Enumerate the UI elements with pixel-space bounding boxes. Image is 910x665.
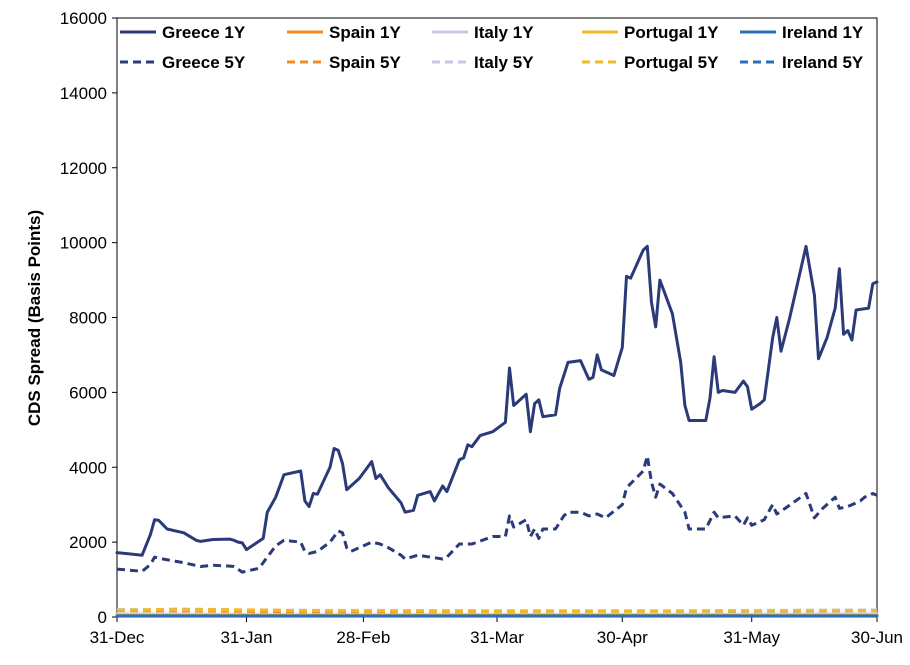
series-line-greece-5y	[116, 454, 878, 574]
x-tick-label: 30-Jun	[851, 628, 903, 647]
y-tick-label: 10000	[60, 234, 107, 253]
y-axis-title: CDS Spread (Basis Points)	[25, 210, 44, 426]
series-line-portugal-5y	[116, 607, 878, 613]
y-tick-label: 14000	[60, 84, 107, 103]
y-tick-label: 2000	[69, 533, 107, 552]
axes: 0 2000 4000 6000 8000 10000 12000 14000 16000 31-…	[60, 9, 903, 647]
x-tick-label: 31-May	[723, 628, 780, 647]
x-tick-label: 31-Dec	[90, 628, 145, 647]
y-tick-label: 4000	[69, 458, 107, 477]
y-tick-label: 12000	[60, 159, 107, 178]
series-line-greece-1y	[115, 244, 879, 557]
y-tick-label: 8000	[69, 309, 107, 328]
series-lines	[115, 244, 879, 618]
legend-label-italy-1y: Italy 1Y	[474, 23, 534, 42]
legend-label-spain-1y: Spain 1Y	[329, 23, 401, 42]
legend-label-portugal-5y: Portugal 5Y	[624, 53, 719, 72]
y-tick-label: 16000	[60, 9, 107, 28]
x-tick-label: 31-Jan	[220, 628, 272, 647]
x-tick-label: 30-Apr	[597, 628, 648, 647]
legend-label-ireland-5y: Ireland 5Y	[782, 53, 864, 72]
x-tick-label: 28-Feb	[336, 628, 390, 647]
legend-label-italy-5y: Italy 5Y	[474, 53, 534, 72]
x-tick-label: 31-Mar	[470, 628, 524, 647]
y-tick-label: 0	[98, 608, 107, 627]
legend-label-greece-1y: Greece 1Y	[162, 23, 246, 42]
legend-label-spain-5y: Spain 5Y	[329, 53, 401, 72]
legend: Greece 1Y Spain 1Y Italy 1Y Portugal 1Y Irel…	[120, 23, 864, 72]
legend-label-greece-5y: Greece 5Y	[162, 53, 246, 72]
y-tick-label: 6000	[69, 383, 107, 402]
plot-frame	[116, 17, 878, 618]
legend-label-portugal-1y: Portugal 1Y	[624, 23, 719, 42]
legend-label-ireland-1y: Ireland 1Y	[782, 23, 864, 42]
